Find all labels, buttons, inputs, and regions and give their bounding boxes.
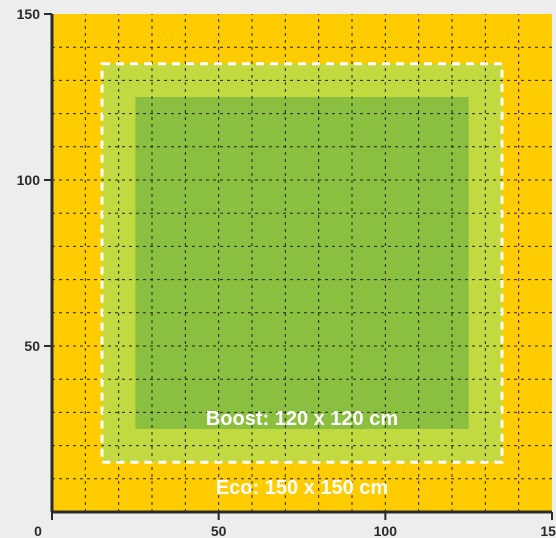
y-tick-label: 150 xyxy=(17,6,41,22)
boost-zone-label: Boost: 120 x 120 cm xyxy=(206,408,398,430)
x-tick-label: 50 xyxy=(211,523,227,538)
grid-lines xyxy=(52,14,552,512)
x-tick-label: 0 xyxy=(34,523,42,538)
zone-labels: Boost: 120 x 120 cm Eco: 150 x 150 cm xyxy=(206,408,398,499)
y-tick-label: 50 xyxy=(24,338,40,354)
x-tick-label: 150 xyxy=(540,523,556,538)
y-tick-label: 100 xyxy=(17,172,41,188)
eco-outline-layer xyxy=(100,62,504,464)
eco-zone-label: Eco: 150 x 150 cm xyxy=(216,477,388,499)
axes: 0 50 100 150 50 100 150 xyxy=(17,6,556,538)
zones-layer xyxy=(52,14,552,512)
x-tick-label: 100 xyxy=(374,523,398,538)
eco-zone-outline xyxy=(100,62,504,464)
boost-zone xyxy=(135,97,469,429)
